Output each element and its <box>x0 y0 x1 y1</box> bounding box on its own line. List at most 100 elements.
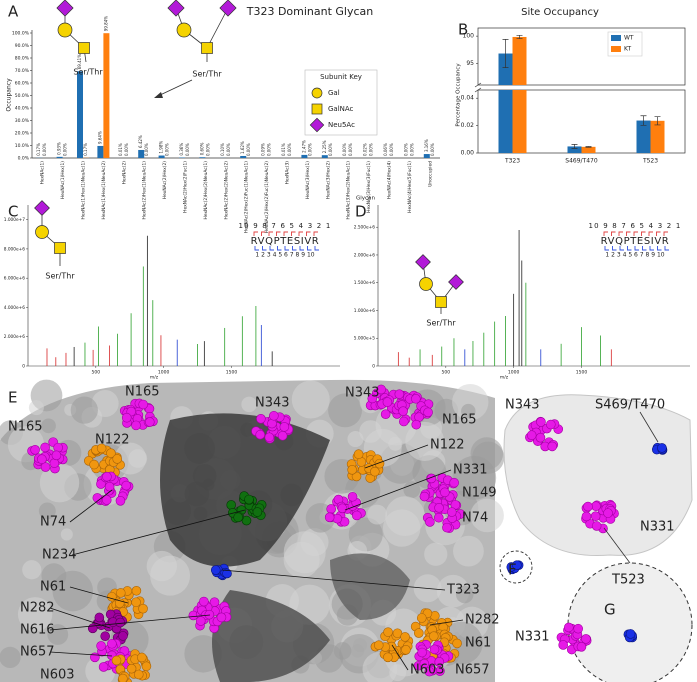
glycan-site-label: S469/T470 <box>595 398 665 413</box>
glycan-atoms <box>382 397 393 407</box>
x-tick-label: T323 <box>504 158 520 165</box>
x-tick-label: HexNAc(3)Hex(2)NeuAc(1) <box>346 161 352 220</box>
value-label: 2.25% <box>322 140 327 153</box>
y-tick-label: 0.02 <box>461 122 475 129</box>
y-axis-label: Percentage Occupancy <box>456 63 462 127</box>
value-label: 0.00% <box>144 143 149 156</box>
surface-texture <box>403 481 421 499</box>
y-tick-label: 20.0% <box>15 131 30 137</box>
panel-letter: F <box>508 561 517 579</box>
bar <box>301 154 308 158</box>
panel-letter: B <box>458 21 468 39</box>
surface-texture <box>424 542 448 566</box>
glycan-site-label: N61 <box>465 636 491 651</box>
glycan-atoms <box>411 419 422 430</box>
y-tick-label: 1.500e+6 <box>354 280 376 286</box>
y-tick-label: 6.000e+6 <box>4 276 26 282</box>
glycan-atoms <box>121 412 132 423</box>
value-label: 69.41% <box>77 54 82 69</box>
glycan-atoms <box>423 407 433 418</box>
legend-label: WT <box>624 35 634 42</box>
value-label: 0.00% <box>205 143 210 156</box>
x-tick-label: Unoccupied <box>427 161 433 187</box>
value-label: 0.01% <box>281 143 286 156</box>
glycan-site-label: N122 <box>430 438 465 453</box>
glycan-atoms <box>398 406 408 416</box>
glycan-atoms <box>277 430 288 441</box>
chart-title: T323 Dominant Glycan <box>246 5 374 18</box>
y-tick-label: 0 <box>372 364 375 370</box>
gal-icon <box>57 22 73 38</box>
x-tick-label: HexNAc(4)Hex(5)Fuc(1) <box>407 161 413 213</box>
y-tick-label: 90.0% <box>15 43 30 49</box>
y-tick-label: 2.000e+6 <box>4 334 26 340</box>
glycan-atoms <box>591 521 602 531</box>
x-tick-label: 1000 <box>158 370 170 376</box>
surface-texture <box>367 504 388 525</box>
zoom-callout <box>567 562 693 682</box>
value-label: 9.64% <box>97 131 102 144</box>
glycan-site-label: N165 <box>125 385 160 400</box>
glycan-atoms <box>352 510 362 521</box>
surface-texture <box>22 560 42 580</box>
galnac-icon <box>311 103 323 115</box>
y-tick-label: 0 <box>22 364 25 370</box>
glycan-atoms <box>98 662 109 672</box>
value-label: 0.00% <box>287 143 292 156</box>
glycan-atoms <box>373 640 384 651</box>
neu5ac-icon <box>415 254 431 270</box>
neu5ac-icon <box>448 274 464 290</box>
bar-upper-part <box>498 53 513 85</box>
galnac-icon <box>78 42 90 54</box>
glycan-atoms <box>563 622 574 633</box>
glycan-atoms <box>383 652 393 663</box>
y-tick-label: 2.500e+6 <box>354 225 376 231</box>
glycan-site-label: N616 <box>20 623 55 638</box>
glycan-atoms <box>195 616 206 626</box>
glycan-atoms <box>106 448 116 458</box>
glycan-atoms <box>114 598 125 608</box>
glycan-atoms <box>131 420 141 431</box>
y-tick-label: 60.0% <box>15 81 30 87</box>
y-tick-label: 0.0% <box>18 156 30 162</box>
surface-cavity <box>212 590 330 682</box>
glycan-atoms <box>440 487 450 498</box>
glycan-atoms <box>226 500 237 510</box>
y-tick-label: 30.0% <box>15 118 30 124</box>
surface-texture <box>17 597 53 632</box>
glycan-atoms <box>199 596 209 607</box>
glycan-site-label: N603 <box>40 668 75 682</box>
glycan-atoms <box>141 661 152 672</box>
y-tick-label: 70.0% <box>15 68 30 74</box>
surface-texture <box>347 431 364 448</box>
value-label: 0.00% <box>226 143 231 156</box>
value-label: 0.00% <box>267 143 272 156</box>
y-tick-label: 40.0% <box>15 106 30 112</box>
glycan-atoms <box>392 628 403 639</box>
value-label: 1.62% <box>240 141 245 154</box>
leader-line <box>344 469 452 511</box>
x-tick-label: HexNAc(2)Hex(2) <box>162 161 168 199</box>
value-label: 0.60% <box>199 142 204 155</box>
glycan-site-label: T523 <box>611 573 645 588</box>
glycan-atoms <box>434 502 444 513</box>
error-bar <box>516 34 523 39</box>
glycan-atoms <box>40 442 50 453</box>
y-axis-label: Occupancy <box>6 78 13 112</box>
glycan-atoms <box>416 613 427 623</box>
glycan-atoms <box>536 417 546 427</box>
leader-line <box>71 509 246 556</box>
value-label: 0.00% <box>348 143 353 156</box>
glycan-atoms <box>264 432 275 443</box>
glycan-atoms <box>442 522 452 533</box>
x-tick-label: HexNAc(1)Hex(1)NeuAc(1) <box>81 161 87 220</box>
glycan-site-label: N122 <box>95 433 130 448</box>
glycan-site-label: N343 <box>345 386 380 401</box>
panel-letter: C <box>8 203 18 221</box>
glycan-atoms <box>347 491 358 502</box>
glycan-atoms <box>424 666 435 677</box>
surface-texture <box>455 585 474 604</box>
y-tick-label: 0.04 <box>461 95 475 102</box>
peptide-sequence: RVQPTESIVR <box>601 236 670 247</box>
